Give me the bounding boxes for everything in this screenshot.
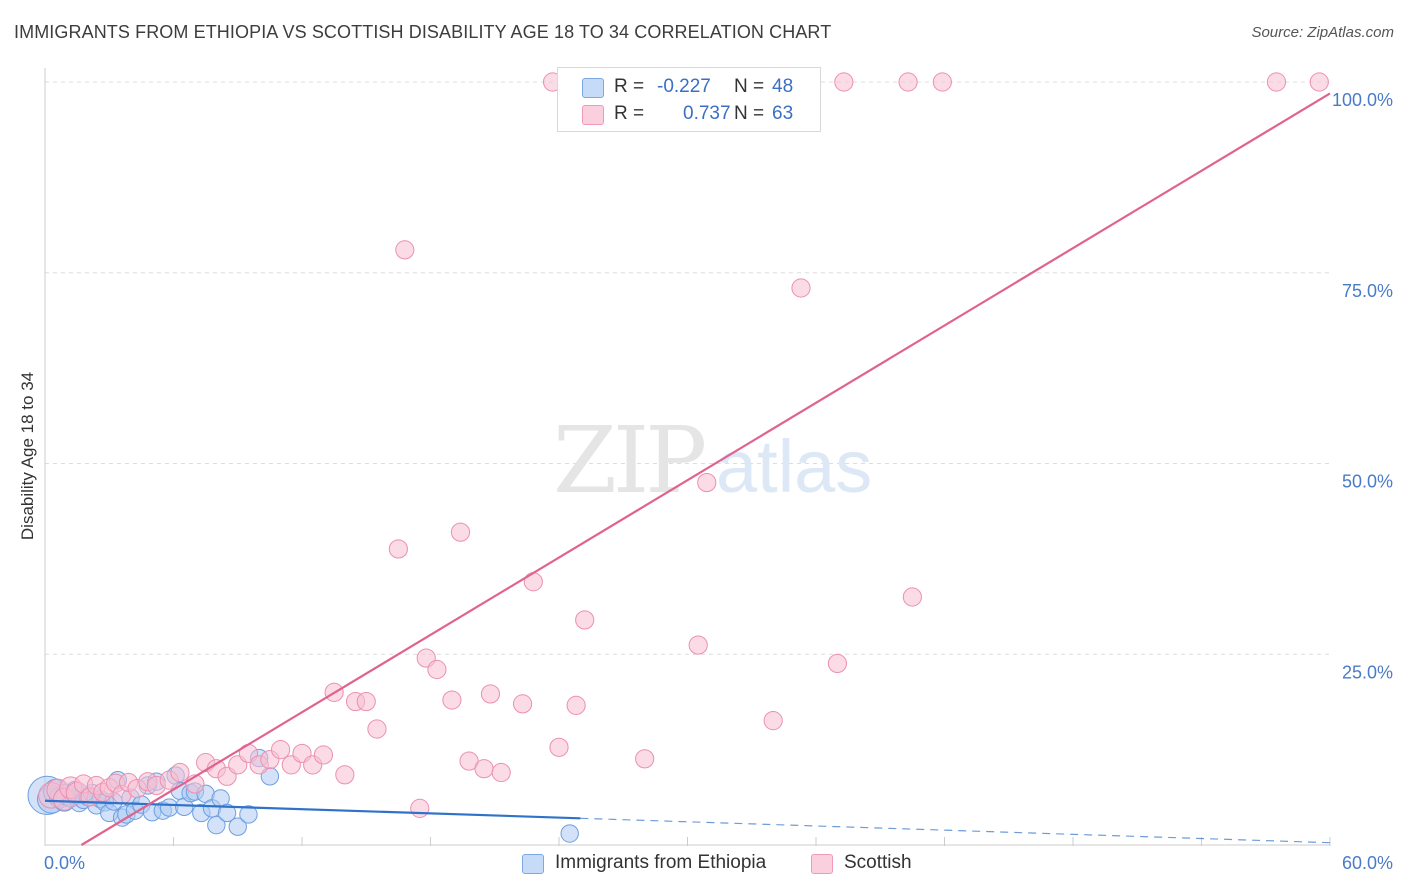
scottish-point xyxy=(898,72,918,92)
bottom-legend-swatch-scottish xyxy=(811,854,833,874)
legend-swatch-ethiopia xyxy=(582,78,604,98)
scottish-point xyxy=(459,751,479,771)
legend-n-label: N = xyxy=(734,103,765,124)
legend-n-label: N = xyxy=(734,76,765,97)
scottish-point xyxy=(474,759,494,779)
scottish-point xyxy=(427,659,447,680)
scottish-point xyxy=(827,653,848,673)
scottish-point xyxy=(566,695,586,715)
scottish-point xyxy=(313,745,334,765)
scottish-point xyxy=(395,240,415,260)
scottish-point xyxy=(549,737,569,757)
legend-r-value-scottish: 0.737 xyxy=(683,103,731,124)
ethiopia-point xyxy=(207,815,226,835)
scottish-point xyxy=(575,610,595,630)
watermark-zip: ZIP xyxy=(553,407,704,514)
scottish-point xyxy=(932,72,952,92)
scottish-point xyxy=(791,278,811,298)
scottish-point xyxy=(513,694,533,714)
legend-r-label: R = xyxy=(614,76,645,97)
scottish-point xyxy=(834,72,854,92)
legend-n-value-scottish: 63 xyxy=(772,103,794,124)
scottish-point xyxy=(523,572,543,592)
scottish-point xyxy=(450,522,471,542)
tick-labels: 25.0% 50.0% 75.0% 100.0% 0.0% 60.0% xyxy=(44,90,1393,873)
scottish-trend-line xyxy=(80,92,1331,846)
legend-swatch-scottish xyxy=(582,105,604,125)
legend-n-value-ethiopia: 48 xyxy=(772,76,794,97)
x-tick-label-max: 60.0% xyxy=(1342,853,1393,873)
scottish-point xyxy=(491,762,511,783)
scottish-point xyxy=(688,635,708,655)
chart-title: IMMIGRANTS FROM ETHIOPIA VS SCOTTISH DIS… xyxy=(14,22,832,42)
scottish-point xyxy=(902,587,922,607)
ethiopia-point xyxy=(228,817,247,836)
y-tick-label-25: 25.0% xyxy=(1342,662,1393,682)
bottom-legend-label-scottish: Scottish xyxy=(844,852,912,873)
bottom-legend-label-ethiopia: Immigrants from Ethiopia xyxy=(555,852,767,873)
ethiopia-point xyxy=(239,805,258,824)
scottish-point xyxy=(170,762,190,783)
trend-lines xyxy=(44,92,1331,846)
x-tick-label-min: 0.0% xyxy=(44,853,85,873)
ethiopia-trend-line xyxy=(44,799,581,820)
gridlines xyxy=(45,81,1330,655)
scottish-point xyxy=(442,690,462,710)
axes xyxy=(44,68,1331,846)
correlation-legend: R = -0.227 N = 48 R = 0.737 N = 63 xyxy=(557,67,821,132)
y-tick-label-75: 75.0% xyxy=(1342,281,1393,301)
legend-r-label: R = xyxy=(614,103,645,124)
scottish-point xyxy=(388,539,408,559)
scottish-point xyxy=(697,472,717,493)
watermark-atlas: atlas xyxy=(716,425,872,508)
scottish-point xyxy=(335,765,355,785)
series-scottish-points xyxy=(38,72,1329,818)
y-tick-label-50: 50.0% xyxy=(1342,472,1393,492)
scottish-point xyxy=(635,749,655,769)
ethiopia-trend-extension xyxy=(580,817,1331,844)
y-tick-label-100: 100.0% xyxy=(1332,90,1393,110)
ethiopia-point xyxy=(560,824,579,843)
scottish-point xyxy=(1309,72,1329,92)
ethiopia-point xyxy=(217,803,237,823)
scottish-point xyxy=(367,719,387,739)
scottish-point xyxy=(270,740,291,760)
scottish-point xyxy=(480,684,501,704)
watermark: ZIP atlas xyxy=(553,407,872,514)
scottish-point xyxy=(1266,72,1287,92)
source-label: Source: ZipAtlas.com xyxy=(1251,24,1394,41)
scottish-point xyxy=(356,691,376,712)
legend-r-value-ethiopia: -0.227 xyxy=(657,76,711,97)
bottom-legend-swatch-ethiopia xyxy=(522,854,544,874)
scottish-point xyxy=(763,711,783,731)
scottish-point xyxy=(410,798,430,818)
